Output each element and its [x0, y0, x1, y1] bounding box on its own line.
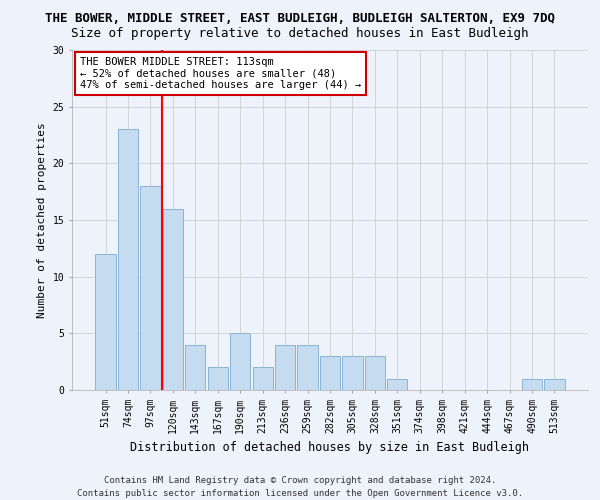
Text: THE BOWER MIDDLE STREET: 113sqm
← 52% of detached houses are smaller (48)
47% of: THE BOWER MIDDLE STREET: 113sqm ← 52% of… [80, 57, 361, 90]
Bar [163, 208, 183, 390]
Bar [320, 356, 340, 390]
Bar [95, 254, 116, 390]
Bar [298, 344, 317, 390]
Bar [387, 378, 407, 390]
Bar [544, 378, 565, 390]
Bar [365, 356, 385, 390]
Text: THE BOWER, MIDDLE STREET, EAST BUDLEIGH, BUDLEIGH SALTERTON, EX9 7DQ: THE BOWER, MIDDLE STREET, EAST BUDLEIGH,… [45, 12, 555, 26]
Bar [185, 344, 205, 390]
Y-axis label: Number of detached properties: Number of detached properties [37, 122, 47, 318]
Text: Size of property relative to detached houses in East Budleigh: Size of property relative to detached ho… [71, 28, 529, 40]
Bar [230, 334, 250, 390]
Bar [343, 356, 362, 390]
Bar [522, 378, 542, 390]
Bar [208, 368, 228, 390]
Text: Contains HM Land Registry data © Crown copyright and database right 2024.
Contai: Contains HM Land Registry data © Crown c… [77, 476, 523, 498]
X-axis label: Distribution of detached houses by size in East Budleigh: Distribution of detached houses by size … [131, 441, 530, 454]
Bar [118, 130, 138, 390]
Bar [275, 344, 295, 390]
Bar [140, 186, 161, 390]
Bar [253, 368, 273, 390]
